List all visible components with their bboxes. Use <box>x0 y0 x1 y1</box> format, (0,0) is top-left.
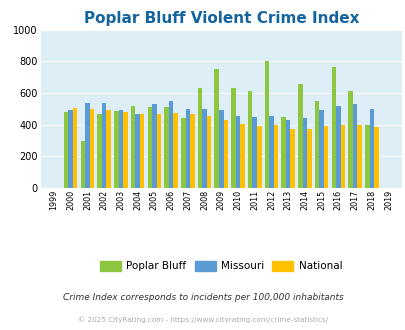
Bar <box>164 107 168 188</box>
Title: Poplar Bluff Violent Crime Index: Poplar Bluff Violent Crime Index <box>83 11 358 26</box>
Bar <box>273 125 277 188</box>
Bar <box>185 109 190 188</box>
Bar <box>252 117 256 188</box>
Bar <box>223 120 228 188</box>
Bar <box>64 112 68 188</box>
Bar <box>81 141 85 188</box>
Bar <box>356 125 361 188</box>
Bar <box>331 67 335 188</box>
Bar <box>190 115 194 188</box>
Bar <box>235 116 240 188</box>
Legend: Poplar Bluff, Missouri, National: Poplar Bluff, Missouri, National <box>96 257 345 276</box>
Bar <box>68 111 73 188</box>
Bar <box>364 125 369 188</box>
Bar <box>206 116 211 188</box>
Bar <box>102 103 106 188</box>
Bar <box>297 83 302 188</box>
Bar <box>73 108 77 188</box>
Bar <box>173 113 177 188</box>
Bar <box>302 117 307 188</box>
Bar <box>323 126 328 188</box>
Bar <box>281 117 285 188</box>
Bar <box>123 112 127 188</box>
Bar <box>97 114 102 188</box>
Bar <box>231 87 235 188</box>
Bar <box>335 106 340 188</box>
Bar <box>197 88 202 188</box>
Bar <box>352 104 356 188</box>
Bar <box>130 106 135 188</box>
Bar <box>140 115 144 188</box>
Bar <box>264 61 269 188</box>
Bar <box>85 103 90 188</box>
Bar <box>314 101 319 188</box>
Bar <box>168 101 173 188</box>
Bar <box>307 129 311 188</box>
Bar <box>218 111 223 188</box>
Bar <box>319 110 323 188</box>
Bar <box>290 129 294 188</box>
Text: Crime Index corresponds to incidents per 100,000 inhabitants: Crime Index corresponds to incidents per… <box>62 293 343 302</box>
Bar <box>256 126 261 188</box>
Bar <box>285 120 290 188</box>
Bar <box>106 110 111 188</box>
Bar <box>214 69 218 188</box>
Bar <box>114 111 118 188</box>
Bar <box>90 109 94 188</box>
Bar <box>369 109 373 188</box>
Text: © 2025 CityRating.com - https://www.cityrating.com/crime-statistics/: © 2025 CityRating.com - https://www.city… <box>78 316 327 323</box>
Bar <box>156 114 161 188</box>
Bar <box>118 111 123 188</box>
Bar <box>340 125 344 188</box>
Bar <box>373 127 378 188</box>
Bar <box>181 118 185 188</box>
Bar <box>269 116 273 188</box>
Bar <box>147 107 152 188</box>
Bar <box>202 109 206 188</box>
Bar <box>152 104 156 188</box>
Bar <box>135 114 140 188</box>
Bar <box>247 91 252 188</box>
Bar <box>240 124 244 188</box>
Bar <box>347 91 352 188</box>
